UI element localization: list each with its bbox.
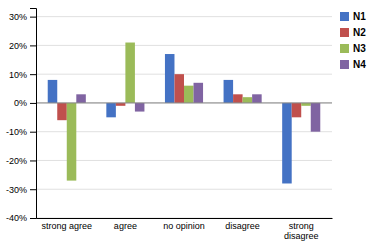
legend-item: N3: [340, 43, 366, 54]
legend: N1 N2 N3 N4: [340, 11, 366, 70]
x-tick: disagree: [225, 221, 260, 231]
x-tick-label: strongdisagree: [284, 221, 319, 241]
bar: [174, 74, 184, 103]
y-tick: 0%: [14, 98, 36, 108]
x-tick: strong agree: [41, 221, 92, 231]
bar: [67, 103, 77, 181]
legend-swatch: [340, 28, 349, 37]
y-tick-label: -20%: [6, 156, 27, 166]
grid-line: [36, 16, 332, 17]
legend-label: N3: [353, 43, 366, 54]
x-tick-label: no opinion: [163, 221, 205, 231]
y-tick: 20%: [9, 41, 36, 51]
y-tick: -40%: [6, 213, 36, 223]
legend-swatch: [340, 60, 349, 69]
y-tick-label: -10%: [6, 127, 27, 137]
x-tick: agree: [114, 221, 137, 231]
y-axis: -40% -30% -20% -10% 0% 10% 20% 30%: [6, 9, 37, 224]
bar-series: [76, 83, 320, 132]
bar: [106, 103, 116, 117]
x-tick-label: agree: [114, 221, 137, 231]
y-tick-mark: [30, 132, 36, 133]
bar: [282, 103, 292, 184]
y-tick-mark: [30, 74, 36, 75]
x-tick-label: strong agree: [41, 221, 92, 231]
y-tick: 30%: [9, 12, 36, 22]
bar: [184, 86, 194, 103]
legend-item: N1: [340, 11, 366, 22]
x-tick-label: disagree: [225, 221, 260, 231]
bar: [252, 94, 262, 103]
legend-item: N2: [340, 27, 366, 38]
bar: [135, 103, 145, 112]
y-tick-label: 20%: [9, 41, 27, 51]
y-tick-label: -30%: [6, 185, 27, 195]
legend-swatch: [340, 12, 349, 21]
y-tick: -20%: [6, 156, 36, 166]
bar: [125, 43, 135, 103]
y-axis-line: [30, 9, 37, 219]
grid-line: [36, 218, 332, 219]
y-tick-mark: [30, 160, 36, 161]
grid-line: [36, 45, 332, 46]
legend-swatch: [340, 44, 349, 53]
plot: -40% -30% -20% -10% 0% 10% 20% 30% strong agree a…: [6, 9, 333, 242]
y-tick: 10%: [9, 70, 36, 80]
legend-label: N4: [353, 59, 366, 70]
y-tick-mark: [30, 45, 36, 46]
bar: [311, 103, 321, 132]
legend-label: N2: [353, 27, 366, 38]
y-tick-mark: [30, 103, 36, 104]
bar-series: [67, 43, 311, 181]
x-axis: strong agree agree no opinion disagree stron…: [37, 219, 333, 242]
bar: [57, 103, 67, 120]
bar: [224, 80, 234, 103]
grid-line: [36, 189, 332, 190]
legend-label: N1: [353, 11, 366, 22]
bar-series: [57, 74, 301, 120]
y-tick: -10%: [6, 127, 36, 137]
bar: [243, 97, 253, 103]
x-axis-line: [37, 218, 333, 219]
bars: [48, 43, 321, 184]
y-tick-mark: [30, 17, 36, 18]
bar: [292, 103, 302, 117]
bar: [194, 83, 204, 103]
y-tick: -30%: [6, 185, 36, 195]
bar: [233, 94, 243, 103]
y-tick-label: 10%: [9, 70, 27, 80]
y-tick-label: -40%: [6, 213, 27, 223]
grid: [36, 17, 332, 218]
bar: [76, 94, 86, 103]
x-tick: strongdisagree: [284, 221, 319, 241]
y-tick-label: 30%: [9, 12, 27, 22]
grid-line: [36, 102, 332, 103]
legend-item: N4: [340, 59, 366, 70]
zero-line: [36, 102, 332, 103]
bar: [165, 54, 175, 103]
chart: -40% -30% -20% -10% 0% 10% 20% 30% strong agree a…: [0, 0, 374, 250]
y-tick-mark: [30, 189, 36, 190]
y-tick-mark: [30, 218, 36, 219]
x-tick: no opinion: [163, 221, 205, 231]
bar: [48, 80, 58, 103]
bar-series: [48, 54, 292, 183]
y-tick-label: 0%: [14, 98, 27, 108]
